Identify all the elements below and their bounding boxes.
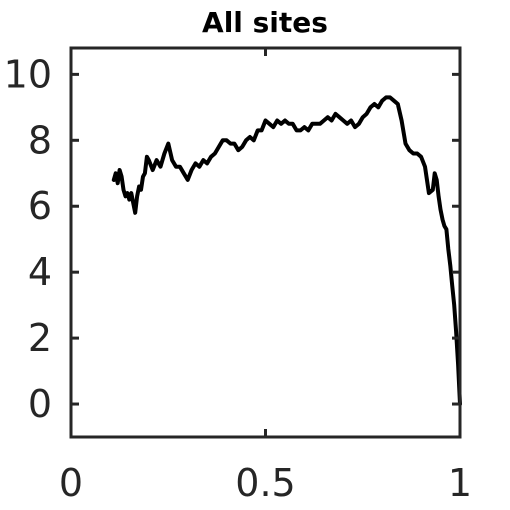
x-tick-label: 1: [448, 461, 472, 505]
plot-area: [111, 95, 462, 406]
y-tick-label: 0: [28, 382, 52, 426]
y-tick-label: 8: [28, 118, 52, 162]
series-line-0: [111, 95, 462, 406]
x-tick-label: 0: [59, 461, 83, 505]
x-tick-label: 0.5: [235, 461, 295, 505]
y-tick-label: 2: [28, 316, 52, 360]
y-tick-label: 6: [28, 184, 52, 228]
y-tick-label: 10: [4, 52, 52, 96]
axes-box: [69, 46, 462, 439]
y-tick-label: 4: [28, 250, 52, 294]
chart-title: All sites: [202, 6, 328, 39]
